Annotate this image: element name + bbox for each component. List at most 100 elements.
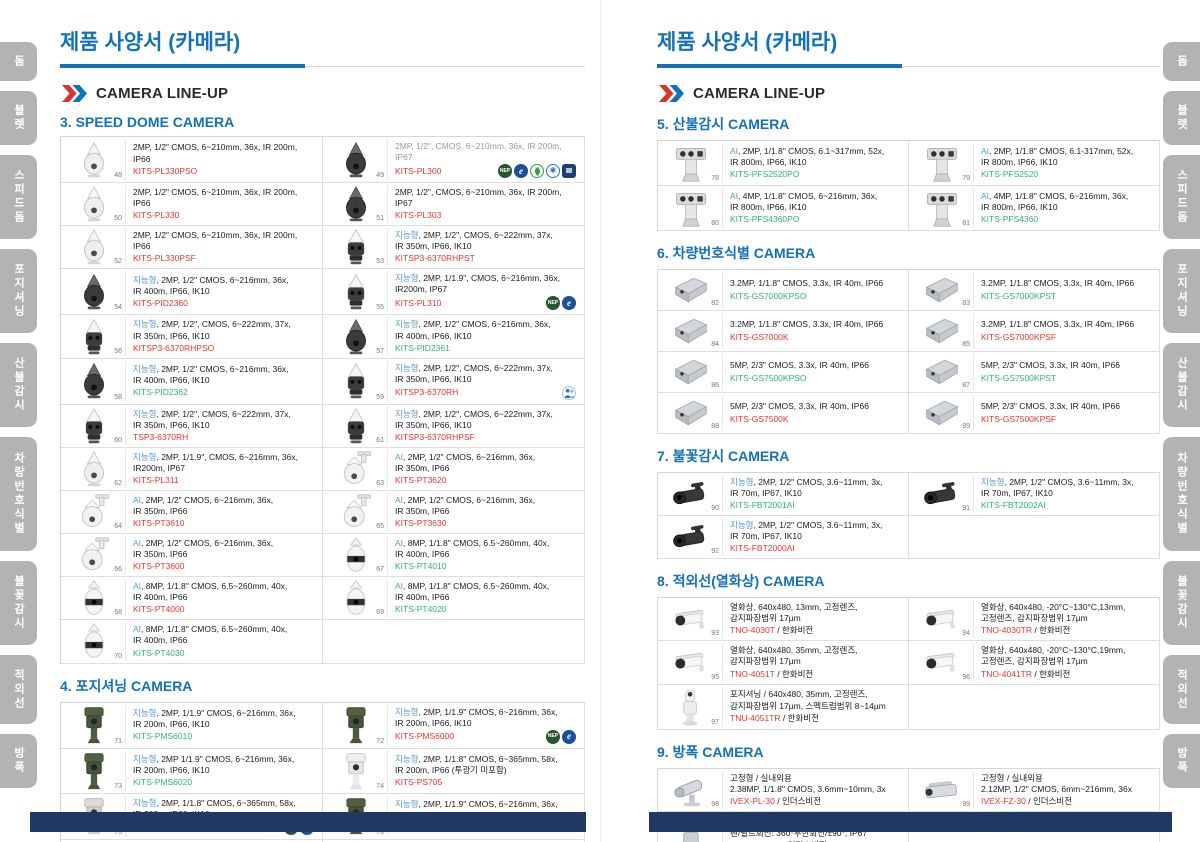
spec-prefix: 지능형 xyxy=(395,799,419,810)
product-cell: 67 AI, 8MP, 1/1.8" CMOS, 6.5~260mm, 40x, … xyxy=(323,534,585,578)
vendor-suffix: / 한화비전 xyxy=(774,625,814,636)
product-code-line: IVEX-PTZ-31 / 인더스비전 xyxy=(730,840,902,842)
side-tab-label: 돔 xyxy=(1175,54,1188,69)
side-tab: 블렛 xyxy=(0,91,37,145)
dome-mixed-camera-icon xyxy=(336,228,376,266)
product-code: KITS-PMS6020 xyxy=(133,776,193,787)
spec-table: 78 AI, 2MP, 1/1.8" CMOS, 6.1~317mm, 52x, … xyxy=(657,140,1160,231)
product-spec: 5MP, 2/3" CMOS, 3.3x, IR 40m, IP66 xyxy=(730,360,902,371)
spec-text: 3.2MP, 1/1.8" CMOS, 3.3x, IR 40m, IP66 xyxy=(730,278,884,289)
vendor-suffix: / 한화비전 xyxy=(774,668,814,679)
product-info: 2MP, 1/2", CMOS, 6~210mm, 36x, IR 200m, … xyxy=(388,185,580,223)
side-tab-rail-left: 돔 블렛 스피드돔 포지셔닝 산불감시 차량번호식별 불꽃감시 적외선 방폭 xyxy=(0,42,37,788)
spec-text: , 2MP, 1/2" CMOS, 3.6~11mm, 3x, IR 70m, … xyxy=(730,520,883,542)
spec-prefix: 지능형 xyxy=(730,520,754,531)
product-spec: 지능형, 2MP, 1/1.9", CMOS, 6~216mm, 36x, IR… xyxy=(133,452,316,474)
product-info: 지능형, 2MP, 1/1.9", CMOS, 6~216mm, 36x, IR… xyxy=(126,450,318,488)
spec-text: , 2MP 1/1.9" CMOS, 6~216mm, 36x, IR 200m… xyxy=(133,753,295,775)
product-info: AI, 8MP, 1/1.8" CMOS, 6.5~260mm, 40x, IR… xyxy=(126,622,318,660)
product-cell: 72 지능형, 2MP, 1/1.9" CMOS, 6~216mm, 36x, I… xyxy=(323,702,585,749)
thumb-cell: 81 xyxy=(911,188,974,228)
product-cell: 84 3.2MP, 1/1.8" CMOS, 3.3x, IR 40m, IP66… xyxy=(658,311,909,352)
spec-text: 2MP, 1/2", CMOS, 6~210mm, 36x, IR 200m, … xyxy=(395,187,562,209)
bullet-dark-camera-icon xyxy=(671,519,711,555)
dome-mixed-camera-icon xyxy=(336,273,376,311)
product-number: 92 xyxy=(711,548,719,556)
thumb-cell: 80 xyxy=(660,188,723,228)
product-code: KITS-PT4010 xyxy=(395,561,447,572)
bullet-white-camera-icon xyxy=(671,644,711,680)
side-tab-label: 산불감시 xyxy=(12,357,25,413)
ptz-arm-camera-icon xyxy=(336,493,376,531)
side-tab-label: 불꽃감시 xyxy=(1175,575,1188,631)
spec-prefix: 지능형 xyxy=(981,477,1005,487)
product-number: 99 xyxy=(962,800,970,808)
product-cell: 60 지능형, 2MP, 1/2", CMOS, 6~222mm, 37x, IR… xyxy=(61,404,323,448)
product-code: TNO-4051T xyxy=(730,668,775,679)
product-info: AI, 4MP, 1/1.8" CMOS, 6~216mm, 36x, IR 8… xyxy=(723,188,904,228)
spec-prefix: 지능형 xyxy=(133,797,157,808)
product-cell: 66 AI, 2MP, 1/2" CMOS, 6~216mm, 36x, IR 3… xyxy=(61,534,323,578)
bullet-dark-camera-icon xyxy=(922,476,962,512)
product-number: 56 xyxy=(114,347,122,355)
box-gray-camera-icon xyxy=(671,272,711,308)
dome-mixed-camera-icon xyxy=(74,318,114,356)
product-code: KITS-PT3610 xyxy=(133,518,185,529)
product-code: KITS-FBT2000AI xyxy=(730,543,795,554)
spec-text: 2MP, 1/2", CMOS, 6~210mm, 36x, IR 200m, … xyxy=(395,141,562,163)
product-info: 포지셔닝 / 640x480, 35mm, 고정렌즈, 감지파장범위 17µm,… xyxy=(723,687,904,727)
product-cell: 93 열화상, 640x480, 13mm, 고정렌즈, 감지파장범위 17µm T… xyxy=(658,598,909,642)
e-mark-icon: e xyxy=(562,729,576,744)
product-cell xyxy=(909,684,1160,730)
pos-thermal-camera-icon xyxy=(671,687,711,727)
product-spec: AI, 8MP, 1/1.8" CMOS, 6.5~260mm, 40x, IR… xyxy=(133,581,316,603)
spec-table: 82 3.2MP, 1/1.8" CMOS, 3.3x, IR 40m, IP66… xyxy=(657,269,1160,434)
lineup-label: CAMERA LINE-UP xyxy=(96,85,229,102)
side-tab-label: 돔 xyxy=(12,54,25,69)
product-spec: AI, 2MP, 1/2" CMOS, 6~216mm, 36x, IR 350… xyxy=(133,538,316,560)
product-code: IVEX-PTZ-31 xyxy=(730,840,781,842)
product-cell: 64 AI, 2MP, 1/2" CMOS, 6~216mm, 36x, IR 3… xyxy=(61,490,323,535)
product-code: KITS-PFS4360PO xyxy=(730,214,800,225)
product-cell: 88 5MP, 2/3" CMOS, 3.3x, IR 40m, IP66 KITS… xyxy=(658,393,909,434)
product-code: KITSP3-6370RH xyxy=(395,387,459,398)
product-cell: 79 AI, 2MP, 1/1.8" CMOS, 6.1-317mm, 52x, … xyxy=(909,141,1160,186)
product-spec: 3.2MP, 1/1.8" CMOS, 3.3x, IR 40m, IP66 xyxy=(730,278,902,289)
side-tab-label: 산불감시 xyxy=(1175,357,1188,413)
spec-text: 5MP, 2/3" CMOS, 3.3x, IR 40m, IP66 xyxy=(730,360,869,371)
product-code-line: KITSP3-6370RH xyxy=(395,385,578,400)
product-cell: 65 AI, 2MP, 1/2" CMOS, 6~216mm, 36x, IR 3… xyxy=(323,490,585,535)
spec-text: , 2MP, 1/1.8" CMOS, 6.1~317mm, 52x, IR 8… xyxy=(730,145,885,167)
spec-text: 5MP, 2/3" CMOS, 3.3x, IR 40m, IP66 xyxy=(730,401,869,412)
product-info: 2MP, 1/2", CMOS, 6~210mm, 36x, IR 200m, … xyxy=(388,139,580,180)
product-code: KITS-PL311 xyxy=(133,474,179,485)
product-code-line: KITS-PL330PSO xyxy=(133,166,316,177)
gov-procurement-mark-icon: ✱ xyxy=(546,164,560,179)
thumb-cell: 61 xyxy=(325,406,388,445)
product-spec: 지능형, 2MP, 1/2" CMOS, 3.6~11mm, 3x, IR 70… xyxy=(730,477,902,499)
product-number: 52 xyxy=(114,258,122,266)
product-code-line: KITS-PMS6020 xyxy=(133,777,316,788)
product-info: 3.2MP, 1/1.8" CMOS, 3.3x, IR 40m, IP66 KI… xyxy=(974,313,1155,349)
product-cell: 71 지능형, 2MP, 1/1.9" CMOS, 6~216mm, 36x, I… xyxy=(61,702,323,749)
product-code: KITS-GS7500KPSF xyxy=(981,413,1057,424)
product-spec: 지능형, 2MP, 1/1.9" CMOS, 6~216mm, 36x, IR … xyxy=(395,707,578,729)
section-heading: 7. 불꽃감시 CAMERA xyxy=(657,448,790,464)
side-tab: 적외선 xyxy=(1163,655,1200,724)
side-tab: 블렛 xyxy=(1163,91,1200,145)
product-number: 55 xyxy=(376,304,384,312)
product-number: 85 xyxy=(962,341,970,348)
product-cell: 94 열화상, 640x480, -20°C~130°C,13mm, 고정렌즈, … xyxy=(909,598,1160,642)
product-info: 지능형, 2MP 1/1.9" CMOS, 6~216mm, 36x, IR 2… xyxy=(126,751,318,791)
section-heading: 9. 방폭 CAMERA xyxy=(657,743,764,760)
lineup-heading: CAMERA LINE-UP xyxy=(62,85,585,102)
product-number: 53 xyxy=(376,258,384,266)
product-cell: 69 AI, 8MP, 1/1.8" CMOS, 6.5~260mm, 40x, … xyxy=(323,577,585,621)
side-tab: 적외선 xyxy=(0,655,37,724)
spec-text: , 2MP, 1/2", CMOS, 6~222mm, 37x, IR 350m… xyxy=(395,362,553,384)
product-spec: 지능형, 2MP, 1/2", CMOS, 6~222mm, 37x, IR 3… xyxy=(395,230,578,252)
side-tab-label: 적외선 xyxy=(1175,668,1188,711)
product-code: KITS-GS7500KPST xyxy=(981,372,1057,383)
product-number: 78 xyxy=(711,175,719,182)
